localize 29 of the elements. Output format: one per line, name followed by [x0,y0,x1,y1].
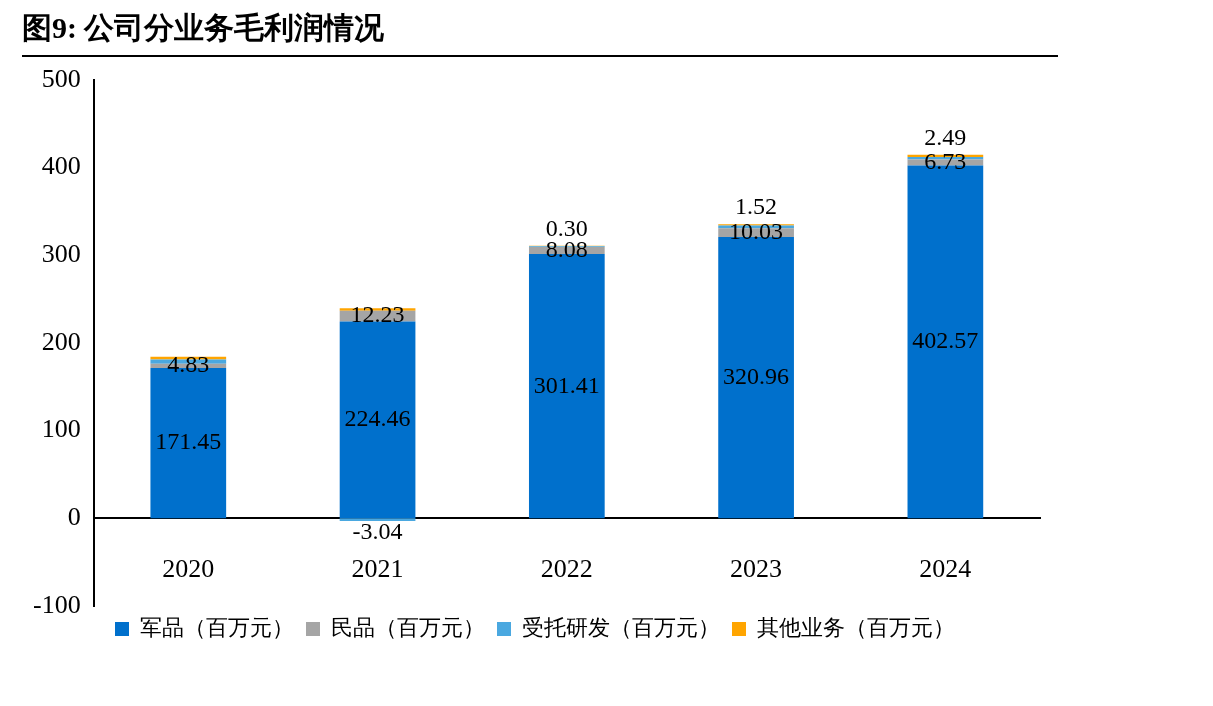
legend-label: 其他业务（百万元） [757,614,955,640]
x-tick-label: 2020 [162,553,215,583]
legend-label: 军品（百万元） [140,614,294,640]
y-tick-label: -100 [32,589,81,619]
legend-label: 受托研发（百万元） [522,614,720,640]
data-label: 0.30 [545,215,588,242]
x-tick-label: 2021 [351,553,404,583]
x-tick-label: 2024 [919,553,972,583]
y-tick-label: 500 [41,63,81,93]
chart-title: 图9: 公司分业务毛利润情况 [22,8,1058,57]
data-label: 320.96 [723,362,790,389]
data-label: 224.46 [344,405,411,432]
y-tick-label: 100 [41,414,81,444]
y-tick-label: 0 [67,502,81,532]
data-label: 1.52 [735,193,778,220]
data-label: 171.45 [155,428,222,455]
data-label: 301.41 [533,371,600,398]
y-tick-label: 200 [41,326,81,356]
y-tick-label: 300 [41,239,81,269]
bar [339,518,416,521]
bar [339,321,416,519]
y-tick-label: 400 [41,151,81,181]
data-label: -3.04 [352,517,403,544]
x-tick-label: 2023 [730,553,783,583]
data-label: 2.49 [924,124,967,150]
data-label: 402.57 [912,327,979,354]
data-label: 4.83 [167,351,210,378]
legend-label: 民品（百万元） [331,614,485,640]
x-tick-label: 2022 [540,553,593,583]
